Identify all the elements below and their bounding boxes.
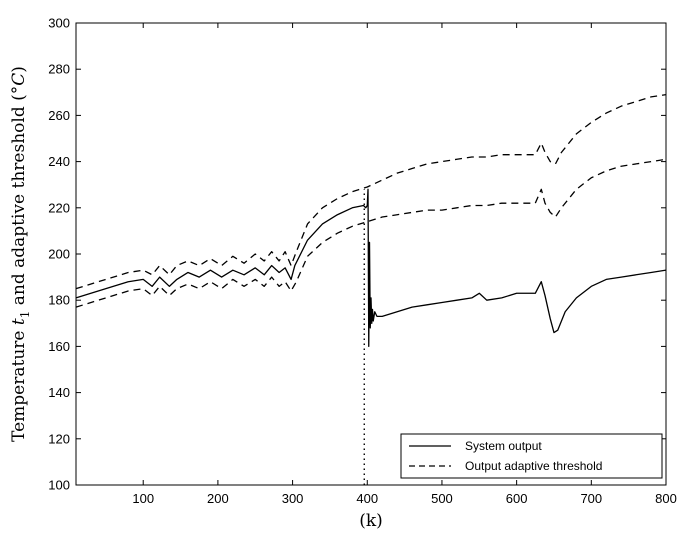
series-lower-threshold-line xyxy=(75,158,667,308)
y-axis-label: Temperature t1 and adaptive threshold (°… xyxy=(9,66,32,442)
x-tick-label: 800 xyxy=(655,491,677,506)
y-tick-label: 100 xyxy=(48,478,70,493)
y-tick-label: 280 xyxy=(48,62,70,77)
y-tick-label: 180 xyxy=(48,293,70,308)
plot-lines xyxy=(75,93,667,485)
x-tick-label: 200 xyxy=(207,491,229,506)
legend-box xyxy=(400,433,663,479)
y-tick-label: 140 xyxy=(48,385,70,400)
y-tick-label: 260 xyxy=(48,108,70,123)
y-tick-label: 220 xyxy=(48,200,70,215)
legend-label-adaptive-threshold: Output adaptive threshold xyxy=(465,459,602,473)
y-label-sub: 1 xyxy=(18,311,32,319)
axes-frame xyxy=(75,22,667,486)
x-axis-label: (k) xyxy=(359,511,383,531)
y-tick-label: 200 xyxy=(48,247,70,262)
y-label-suffix: ) xyxy=(9,66,29,73)
y-tick-label: 300 xyxy=(48,16,70,31)
legend-label-system-output: System output xyxy=(465,439,542,453)
x-tick-label: 300 xyxy=(282,491,304,506)
x-tick-label: 400 xyxy=(356,491,378,506)
axis-ticks: 100 200 300 400 500 600 700 800 100 120 140 160 180 2… xyxy=(48,16,677,507)
y-label-var: t xyxy=(9,318,29,325)
x-tick-label: 600 xyxy=(506,491,528,506)
x-tick-label: 500 xyxy=(431,491,453,506)
series-upper-threshold-line xyxy=(75,93,667,290)
x-tick-label: 700 xyxy=(580,491,602,506)
y-label-prefix: Temperature xyxy=(9,325,29,442)
y-tick-label: 160 xyxy=(48,339,70,354)
y-tick-label: 240 xyxy=(48,154,70,169)
legend: System output Output adaptive threshold xyxy=(400,433,663,479)
y-tick-label: 120 xyxy=(48,431,70,446)
y-label-middle: and adaptive threshold ( xyxy=(9,94,29,310)
x-tick-label: 100 xyxy=(132,491,154,506)
series-system-output-line xyxy=(75,188,667,348)
y-label-unit: °C xyxy=(9,73,29,95)
